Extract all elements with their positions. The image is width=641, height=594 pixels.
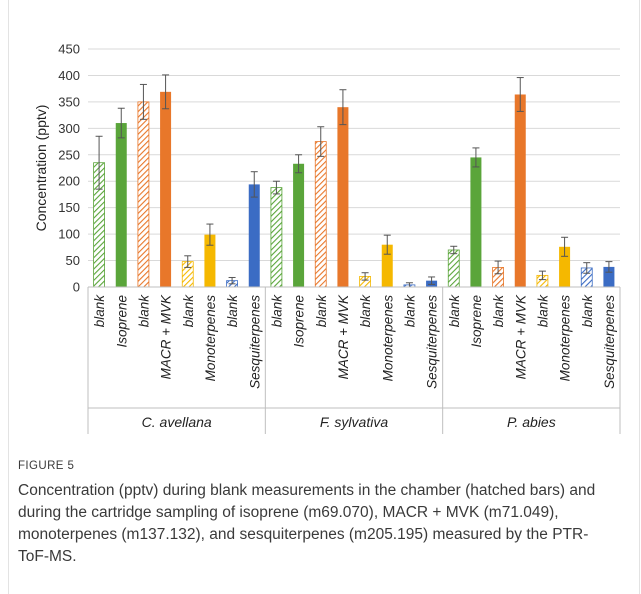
y-axis-label: Concentration (pptv) — [33, 105, 49, 232]
x-tick-label: MACR + MVK — [336, 294, 351, 379]
group-label: P. abies — [507, 414, 556, 430]
sample-bar — [559, 246, 571, 287]
x-tick-label: Isoprene — [292, 295, 307, 348]
x-tick-label: blank — [358, 294, 373, 328]
x-axis: blank Isoprene blank MACR + MVK blank Monoter… — [87, 286, 621, 434]
sample-bar — [381, 244, 393, 287]
x-tick-label: blank — [580, 294, 595, 328]
sample-bar — [470, 157, 482, 287]
y-tick-label: 450 — [58, 42, 80, 57]
figure-caption: Concentration (pptv) during blank measur… — [18, 482, 596, 565]
sample-bar — [337, 107, 349, 287]
x-tick-label: blank — [314, 294, 329, 328]
x-tick-label: blank — [269, 294, 284, 328]
y-tick-label: 100 — [58, 227, 80, 242]
y-tick-label: 400 — [58, 68, 80, 83]
sample-bar — [204, 234, 216, 287]
x-tick-label: blank — [92, 294, 107, 328]
x-tick-label: Monoterpenes — [558, 295, 573, 382]
bar-chart: 0 50 100 150 200 250 300 350 400 450 blank Isopren… — [33, 42, 621, 434]
blank-bar — [270, 187, 283, 288]
sample-bar — [160, 91, 172, 287]
group-label: F. sylvativa — [320, 414, 388, 430]
x-tick-label: Sesquiterpenes — [247, 295, 262, 389]
x-tick-label: Isoprene — [469, 295, 484, 348]
x-tick-label: blank — [447, 294, 462, 328]
x-tick-label: blank — [491, 294, 506, 328]
y-tick-label: 200 — [58, 174, 80, 189]
figure-label: FIGURE 5 — [18, 460, 75, 472]
sample-bar — [514, 94, 526, 288]
y-tick-label: 350 — [58, 94, 80, 109]
bars — [93, 91, 615, 288]
sample-bar — [248, 184, 260, 287]
x-tick-label: blank — [136, 294, 151, 328]
sample-bar — [115, 123, 127, 288]
x-tick-label: Sesquiterpenes — [425, 295, 440, 389]
x-tick-label: Monoterpenes — [203, 295, 218, 382]
group-label: C. avellana — [142, 414, 212, 430]
figure-frame — [8, 0, 640, 594]
x-tick-label: blank — [225, 294, 240, 328]
y-tick-label: 250 — [58, 147, 80, 162]
sample-bar — [603, 266, 615, 287]
x-tick-label: Monoterpenes — [380, 295, 395, 382]
y-tick-label: 300 — [58, 121, 80, 136]
y-axis-ticks: 0 50 100 150 200 250 300 350 400 450 — [58, 42, 80, 295]
x-tick-label: Isoprene — [114, 295, 129, 348]
y-tick-label: 50 — [66, 253, 80, 268]
error-bars — [95, 74, 613, 288]
x-tick-label: blank — [535, 294, 550, 328]
x-tick-label: MACR + MVK — [159, 294, 174, 379]
x-tick-label: blank — [181, 294, 196, 328]
y-tick-label: 0 — [73, 280, 80, 295]
blank-bar — [447, 249, 460, 288]
sample-bar — [293, 163, 305, 287]
y-tick-label: 150 — [58, 200, 80, 215]
x-tick-label: MACR + MVK — [513, 294, 528, 379]
blank-bar — [137, 101, 150, 288]
x-tick-label: Sesquiterpenes — [602, 295, 617, 389]
blank-bar — [314, 141, 327, 288]
x-tick-label: blank — [402, 294, 417, 328]
